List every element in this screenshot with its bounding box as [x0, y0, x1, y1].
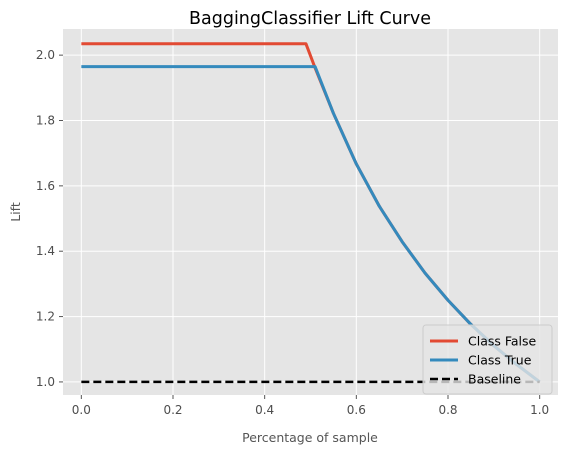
y-tick-label: 1.4 — [36, 244, 55, 258]
legend-label: Class True — [468, 353, 532, 368]
y-axis-ticks: 1.0 1.2 1.4 1.6 1.8 2.0 — [36, 48, 63, 389]
y-axis-label: Lift — [8, 202, 23, 222]
x-axis-label: Percentage of sample — [242, 430, 378, 445]
y-tick-label: 1.0 — [36, 375, 55, 389]
x-tick-label: 0.8 — [438, 403, 457, 417]
y-tick-label: 1.2 — [36, 310, 55, 324]
legend: Class False Class True Baseline — [422, 324, 553, 395]
x-tick-label: 0.2 — [163, 403, 182, 417]
x-tick-label: 0.6 — [347, 403, 366, 417]
y-tick-label: 1.8 — [36, 114, 55, 128]
x-tick-label: 0.0 — [72, 403, 91, 417]
x-tick-label: 1.0 — [530, 403, 549, 417]
y-tick-label: 2.0 — [36, 48, 55, 62]
grid — [63, 29, 558, 395]
chart-title: BaggingClassifier Lift Curve — [189, 9, 431, 29]
y-tick-label: 1.6 — [36, 179, 55, 193]
legend-label: Class False — [468, 334, 537, 349]
x-tick-label: 0.4 — [255, 403, 274, 417]
legend-label: Baseline — [468, 372, 521, 387]
x-axis-ticks: 0.0 0.2 0.4 0.6 0.8 1.0 — [72, 395, 549, 417]
